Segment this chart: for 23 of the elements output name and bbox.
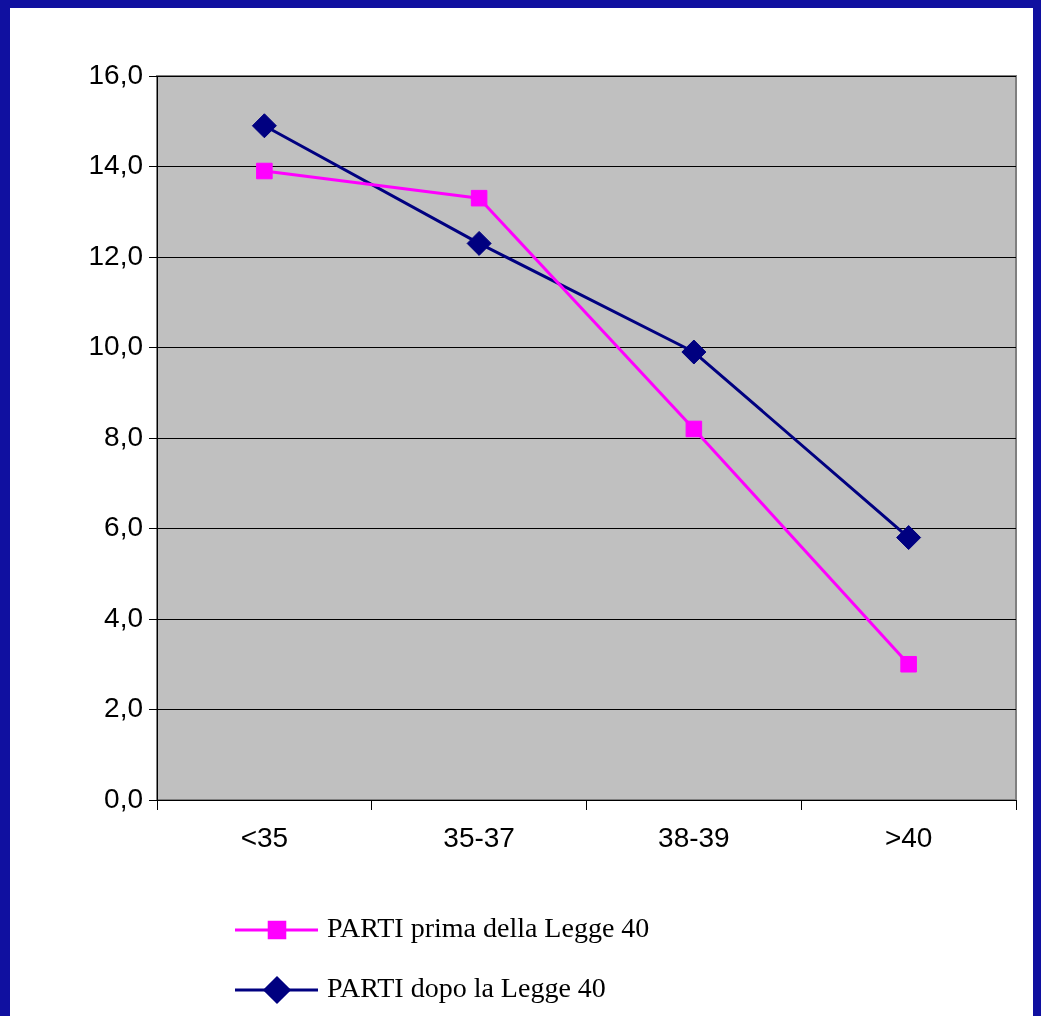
legend-label: PARTI dopo la Legge 40: [327, 972, 606, 1004]
point: [685, 420, 703, 438]
y-tick-label: 14,0: [88, 149, 143, 181]
point: [896, 525, 922, 551]
y-tick-label: 0,0: [104, 782, 143, 814]
point: [466, 230, 492, 256]
point: [251, 113, 277, 139]
y-tick-label: 6,0: [104, 511, 143, 543]
point: [900, 655, 917, 673]
point: [681, 339, 707, 365]
y-tick-label: 10,0: [88, 330, 143, 362]
x-tick-label: <35: [240, 821, 289, 853]
x-tick-label: 38-39: [658, 821, 730, 853]
x-tick-label: >40: [884, 821, 933, 853]
y-tick-label: 8,0: [104, 420, 143, 452]
y-tick-label: 2,0: [104, 692, 143, 724]
y-tick-label: 12,0: [88, 239, 143, 271]
x-tick-label: 35-37: [443, 821, 515, 853]
point: [470, 189, 488, 207]
y-tick-label: 16,0: [88, 58, 143, 90]
y-tick-label: 4,0: [104, 601, 143, 633]
legend-label: PARTI prima della Legge 40: [327, 912, 650, 944]
point: [256, 162, 273, 180]
